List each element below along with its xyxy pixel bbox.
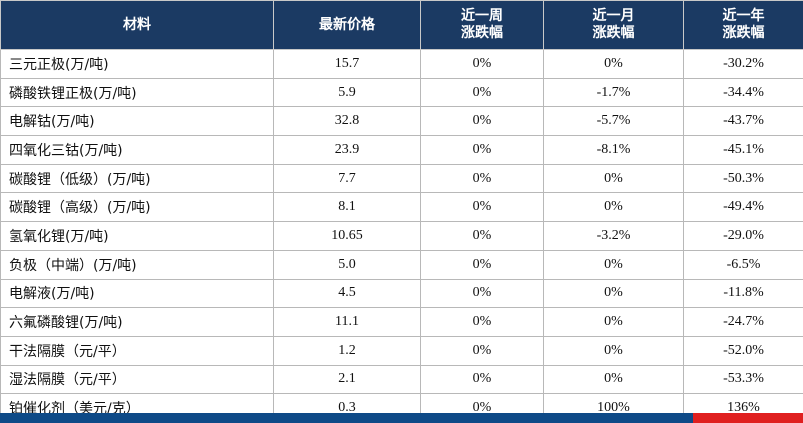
value-cell: 0% xyxy=(420,307,544,337)
value-cell: -8.1% xyxy=(543,135,684,165)
table-row: 干法隔膜（元/平） 1.2 0% 0% -52.0% xyxy=(0,335,803,366)
header-text: 涨跌幅 xyxy=(722,25,765,41)
value-cell: 5.9 xyxy=(273,77,421,108)
material-name: 氢氧化锂(万/吨) xyxy=(0,221,274,251)
value-cell: 0% xyxy=(420,163,544,194)
value-cell: 0% xyxy=(543,364,684,395)
table-row: 电解液(万/吨) 4.5 0% 0% -11.8% xyxy=(0,278,803,309)
material-name: 碳酸锂（高级）(万/吨) xyxy=(0,192,274,223)
value-cell: 10.65 xyxy=(273,221,421,251)
value-cell: -52.0% xyxy=(683,335,803,366)
value-cell: -49.4% xyxy=(683,192,803,223)
value-cell: 0% xyxy=(543,49,684,79)
table-row: 碳酸锂（低级）(万/吨) 7.7 0% 0% -50.3% xyxy=(0,163,803,194)
value-cell: -24.7% xyxy=(683,307,803,337)
value-cell: 0% xyxy=(420,192,544,223)
footer-strip xyxy=(0,413,803,423)
table-row: 六氟磷酸锂(万/吨) 11.1 0% 0% -24.7% xyxy=(0,307,803,337)
value-cell: 0% xyxy=(543,307,684,337)
value-cell: -3.2% xyxy=(543,221,684,251)
material-name: 四氧化三钴(万/吨) xyxy=(0,135,274,165)
header-text: 涨跌幅 xyxy=(461,25,503,41)
value-cell: -53.3% xyxy=(683,364,803,395)
material-name: 干法隔膜（元/平） xyxy=(0,335,274,366)
material-name: 六氟磷酸锂(万/吨) xyxy=(0,307,274,337)
value-cell: 1.2 xyxy=(273,335,421,366)
header-text: 最新价格 xyxy=(319,16,375,33)
value-cell: 2.1 xyxy=(273,364,421,395)
value-cell: -11.8% xyxy=(683,278,803,309)
value-cell: -30.2% xyxy=(683,49,803,79)
value-cell: -5.7% xyxy=(543,106,684,137)
material-name: 电解液(万/吨) xyxy=(0,278,274,309)
value-cell: 0% xyxy=(420,77,544,108)
footer-accent xyxy=(693,413,803,423)
material-name: 负极（中端）(万/吨) xyxy=(0,249,274,280)
value-cell: 32.8 xyxy=(273,106,421,137)
value-cell: 0% xyxy=(543,249,684,280)
value-cell: 0% xyxy=(420,364,544,395)
value-cell: 0% xyxy=(420,335,544,366)
material-name: 湿法隔膜（元/平） xyxy=(0,364,274,395)
header-cell: 材料 xyxy=(0,0,274,50)
header-cell: 近一月 涨跌幅 xyxy=(543,0,684,50)
value-cell: 8.1 xyxy=(273,192,421,223)
value-cell: 0% xyxy=(543,335,684,366)
header-row: 材料 最新价格 近一周 涨跌幅 近一月 涨跌幅 近一年 涨跌幅 xyxy=(0,0,803,50)
table-row: 磷酸铁锂正极(万/吨) 5.9 0% -1.7% -34.4% xyxy=(0,77,803,108)
table-row: 碳酸锂（高级）(万/吨) 8.1 0% 0% -49.4% xyxy=(0,192,803,223)
value-cell: 0% xyxy=(420,135,544,165)
value-cell: 0% xyxy=(420,249,544,280)
value-cell: -6.5% xyxy=(683,249,803,280)
value-cell: -34.4% xyxy=(683,77,803,108)
value-cell: 15.7 xyxy=(273,49,421,79)
table-row: 湿法隔膜（元/平） 2.1 0% 0% -53.3% xyxy=(0,364,803,395)
header-cell: 近一周 涨跌幅 xyxy=(420,0,544,50)
value-cell: 5.0 xyxy=(273,249,421,280)
value-cell: 0% xyxy=(543,278,684,309)
value-cell: 7.7 xyxy=(273,163,421,194)
value-cell: -43.7% xyxy=(683,106,803,137)
material-name: 碳酸锂（低级）(万/吨) xyxy=(0,163,274,194)
header-text: 近一年 xyxy=(722,8,765,24)
header-cell: 近一年 涨跌幅 xyxy=(683,0,803,50)
value-cell: 0% xyxy=(420,278,544,309)
table-row: 电解钴(万/吨) 32.8 0% -5.7% -43.7% xyxy=(0,106,803,137)
value-cell: -45.1% xyxy=(683,135,803,165)
value-cell: 0% xyxy=(543,163,684,194)
value-cell: 0% xyxy=(420,106,544,137)
header-text: 近一周 xyxy=(461,8,503,24)
value-cell: 0% xyxy=(420,221,544,251)
header-cell: 最新价格 xyxy=(273,0,421,50)
table-row: 氢氧化锂(万/吨) 10.65 0% -3.2% -29.0% xyxy=(0,221,803,251)
material-name: 磷酸铁锂正极(万/吨) xyxy=(0,77,274,108)
value-cell: 0% xyxy=(543,192,684,223)
header-text: 涨跌幅 xyxy=(592,25,635,41)
value-cell: -50.3% xyxy=(683,163,803,194)
table-row: 四氧化三钴(万/吨) 23.9 0% -8.1% -45.1% xyxy=(0,135,803,165)
value-cell: 23.9 xyxy=(273,135,421,165)
material-name: 电解钴(万/吨) xyxy=(0,106,274,137)
value-cell: 4.5 xyxy=(273,278,421,309)
table-row: 负极（中端）(万/吨) 5.0 0% 0% -6.5% xyxy=(0,249,803,280)
value-cell: 0% xyxy=(420,49,544,79)
table-row: 三元正极(万/吨) 15.7 0% 0% -30.2% xyxy=(0,49,803,79)
header-text: 材料 xyxy=(123,16,151,33)
value-cell: -29.0% xyxy=(683,221,803,251)
value-cell: 11.1 xyxy=(273,307,421,337)
header-text: 近一月 xyxy=(592,8,635,24)
value-cell: -1.7% xyxy=(543,77,684,108)
table-body: 三元正极(万/吨) 15.7 0% 0% -30.2% 磷酸铁锂正极(万/吨) 5.9 0% -… xyxy=(0,49,803,423)
material-name: 三元正极(万/吨) xyxy=(0,49,274,79)
